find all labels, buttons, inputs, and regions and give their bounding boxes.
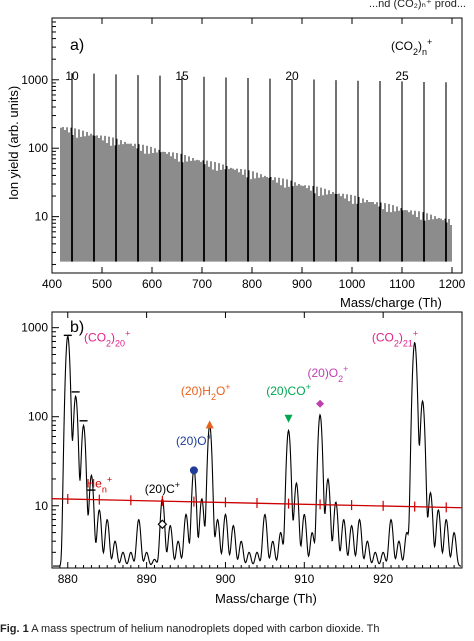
spectrum-trace [53,335,461,567]
panel-b-label: b) [70,319,84,336]
panel-a-frame [51,17,463,274]
x-tick-label: 1100 [389,277,415,291]
diamond-marker [316,399,325,408]
triangle-down-marker [284,414,293,423]
x-tick-label: 920 [373,572,393,586]
y-tick-label: 10 [35,210,49,224]
x-tick-label: 910 [294,572,314,586]
caption-text: A mass spectrum of helium nanodroplets d… [31,623,380,635]
panel-b-y-ticks: 10 100 1000 [21,321,59,569]
panel-b-helium-series [51,494,463,513]
cluster-size-label: 25 [395,69,409,83]
panel-a-x-axis-label: Mass/charge (Th) [340,295,442,310]
annotation-label: (20)H2O+ [181,382,231,402]
x-tick-label: 700 [192,277,212,291]
annotation-label: (CO2)21+ [372,328,418,348]
panel-a-y-axis-label: Ion yield (arb. units) [6,86,21,200]
panel-a: a) (CO2)n+ 400 500 600 700 800 900 1000 1100 120… [6,17,466,310]
annotation-label: (20)CO+ [266,382,311,398]
caption-label: Fig. 1 [0,623,29,635]
y-tick-label: 100 [28,410,48,424]
cluster-size-label: 20 [285,69,299,83]
panel-b-cluster-bars [63,334,96,491]
annotation-label: (20)C+ [145,480,180,496]
panel-a-cluster-peaks [71,73,447,262]
x-tick-label: 1000 [339,277,366,291]
y-tick-label: 100 [28,141,48,155]
panel-a-y-ticks: 10 100 1000 [21,17,59,265]
x-tick-label: 800 [242,277,262,291]
panel-b-x-ticks: 880 890 900 910 920 [51,312,455,586]
panel-b-frame [51,311,463,569]
page-top-fragment: ...nd (CO₂)ₙ⁺ prod... [369,0,466,10]
annotation-label: (CO2)20+ [84,328,130,348]
annotation-label: (20)O+ [176,432,212,448]
panel-a-title: (CO2)n+ [391,37,432,57]
circle-marker [189,466,198,475]
panel-a-dense-series [60,126,452,262]
panel-a-cluster-size-labels: 10 15 20 25 [65,69,409,83]
annotation-label: Hen+ [86,475,112,495]
diamond-open-marker [157,519,168,530]
y-tick-label: 10 [35,499,49,513]
panel-a-label: a) [70,37,84,54]
panel-b-annotations: (CO2)20+ (CO2)21+ (20)H2O+ (20)CO+(20)O2+ (2… [84,328,418,530]
x-tick-label: 1200 [439,277,466,291]
panel-b-x-axis-label: Mass/charge (Th) [215,591,317,606]
x-tick-label: 900 [292,277,312,291]
x-tick-label: 500 [92,277,112,291]
panel-a-x-ticks: 400 500 600 700 800 900 1000 1100 1200 [42,18,466,291]
figure-caption: Fig. 1 A mass spectrum of helium nanodro… [0,623,380,635]
y-tick-label: 1000 [21,321,48,335]
triangle-up-marker [205,420,214,429]
x-tick-label: 600 [142,277,162,291]
x-tick-label: 880 [58,572,78,586]
panel-b-trace [53,335,461,567]
annotation-label: (20)O2+ [307,364,348,384]
x-tick-label: 890 [137,572,157,586]
y-tick-label: 1000 [21,73,48,87]
x-tick-label: 400 [42,277,62,291]
cluster-size-label: 15 [175,69,189,83]
x-tick-label: 900 [215,572,235,586]
